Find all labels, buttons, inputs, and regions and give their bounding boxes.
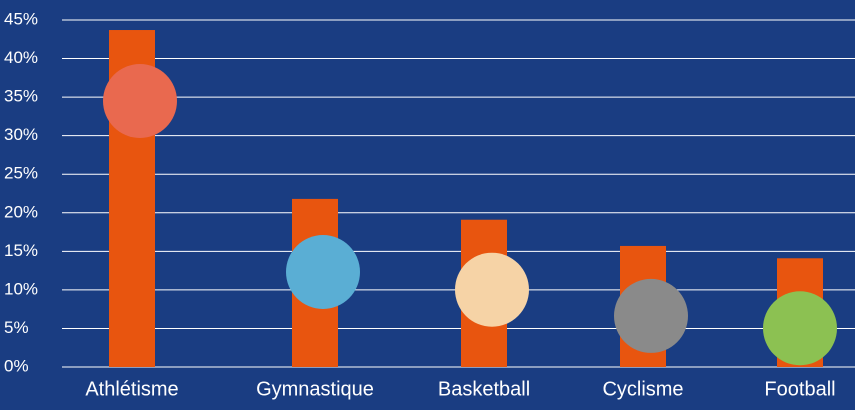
- icons: [103, 64, 837, 366]
- y-tick-label: 35%: [4, 87, 38, 106]
- y-tick-label: 0%: [4, 356, 29, 375]
- y-tick-label: 25%: [4, 164, 38, 183]
- y-tick-label: 40%: [4, 48, 38, 67]
- x-tick-label: Football: [764, 378, 835, 400]
- y-tick-label: 10%: [4, 279, 38, 298]
- x-tick-label: Athlétisme: [85, 378, 178, 400]
- sport-icon: [103, 64, 177, 138]
- sport-icon: [763, 291, 837, 366]
- y-tick-label: 30%: [4, 125, 38, 144]
- x-tick-label: Basketball: [438, 378, 530, 400]
- y-tick-label: 5%: [4, 318, 29, 337]
- y-tick-label: 20%: [4, 202, 38, 221]
- x-tick-label: Cyclisme: [602, 378, 683, 400]
- sport-icon: [455, 252, 529, 327]
- y-tick-label: 45%: [4, 9, 38, 28]
- sport-icon: [286, 235, 360, 309]
- sport-icon: [614, 278, 688, 353]
- x-tick-label: Gymnastique: [256, 378, 374, 400]
- labels: 0% 5% 10% 15% 20% 25% 30% 35% 40% 45% Athlétisme Gy…: [4, 9, 836, 400]
- y-tick-label: 15%: [4, 241, 38, 260]
